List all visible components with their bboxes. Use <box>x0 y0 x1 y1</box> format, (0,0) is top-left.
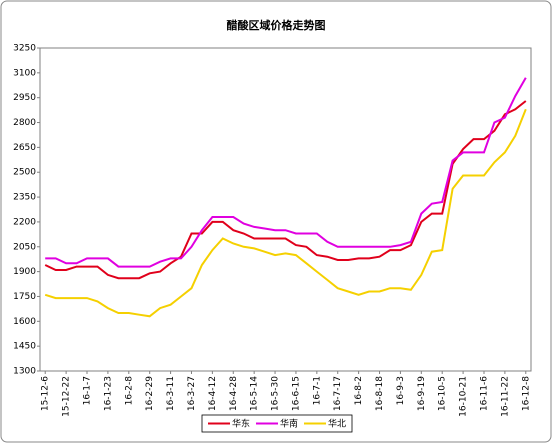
x-tick-label: 15-12-6 <box>41 376 51 411</box>
x-tick-label: 16-5-14 <box>250 376 260 411</box>
y-tick-label: 1750 <box>13 292 36 302</box>
y-tick-label: 2650 <box>13 143 36 153</box>
x-tick-label: 16-1-7 <box>83 376 93 405</box>
x-tick-label: 16-1-23 <box>103 376 113 411</box>
x-tick-label: 16-8-2 <box>354 376 364 405</box>
x-tick-label: 16-2-29 <box>145 376 155 411</box>
x-tick-label: 16-3-27 <box>187 376 197 411</box>
x-tick-label: 16-10-5 <box>438 376 448 411</box>
x-tick-label: 16-9-3 <box>396 376 406 405</box>
series-line <box>44 108 527 318</box>
x-tick-label: 16-12-8 <box>521 376 531 411</box>
x-tick-label: 16-8-18 <box>375 376 385 411</box>
series-line <box>45 77 527 268</box>
legend-label: 华南 <box>280 418 298 430</box>
x-tick-label: 16-6-15 <box>291 376 301 411</box>
x-tick-label: 16-7-1 <box>312 376 322 405</box>
x-tick-label: 16-3-11 <box>166 376 176 411</box>
y-tick-label: 2950 <box>13 93 36 103</box>
series-line <box>44 100 527 280</box>
y-tick-label: 2350 <box>13 193 36 203</box>
y-tick-label: 2200 <box>13 217 36 227</box>
x-tick-label: 16-11-22 <box>500 376 510 417</box>
x-tick-label: 16-4-12 <box>208 376 218 411</box>
y-tick-label: 3250 <box>13 44 36 54</box>
x-tick-label: 16-11-6 <box>479 376 489 411</box>
x-tick-label: 16-10-21 <box>459 376 469 417</box>
x-tick-label: 16-9-19 <box>417 376 427 411</box>
x-tick-label: 16-7-17 <box>333 376 343 411</box>
chart-title: 醋酸区域价格走势图 <box>227 18 326 32</box>
x-tick-label: 16-4-28 <box>229 376 239 411</box>
x-tick-label: 16-5-30 <box>271 376 281 411</box>
y-tick-label: 2050 <box>13 242 36 252</box>
legend-label: 华东 <box>232 418 250 430</box>
legend-label: 华北 <box>328 418 346 430</box>
y-tick-label: 3100 <box>13 68 36 78</box>
y-tick-label: 1600 <box>13 317 36 327</box>
y-tick-label: 2500 <box>13 168 36 178</box>
x-tick-label: 16-2-8 <box>124 376 134 406</box>
y-tick-label: 1450 <box>13 342 36 352</box>
plot-area <box>39 47 532 372</box>
y-tick-label: 1300 <box>13 367 36 377</box>
y-tick-label: 1900 <box>13 267 36 277</box>
x-tick-label: 15-12-22 <box>62 376 72 417</box>
y-tick-label: 2800 <box>13 118 36 128</box>
